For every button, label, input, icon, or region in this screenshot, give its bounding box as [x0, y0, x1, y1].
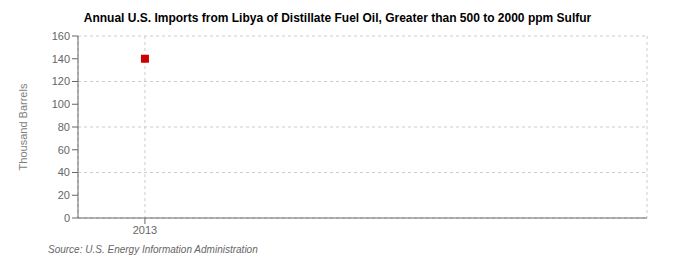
svg-text:0: 0	[64, 212, 70, 224]
svg-text:100: 100	[52, 98, 70, 110]
html-text:Annual U.S. Imports from Libya: Annual U.S. Imports from Libya of Distil…	[83, 11, 592, 25]
svg-text:Thousand Barrels: Thousand Barrels	[17, 83, 29, 170]
svg-text:20: 20	[58, 189, 70, 201]
svg-text:60: 60	[58, 144, 70, 156]
html-text:Source: U.S. Energy Informatio: Source: U.S. Energy Information Administ…	[48, 244, 258, 255]
svg-text:140: 140	[52, 53, 70, 65]
svg-text:120: 120	[52, 75, 70, 87]
svg-text:160: 160	[52, 30, 70, 42]
svg-text:80: 80	[58, 121, 70, 133]
svg-text:40: 40	[58, 166, 70, 178]
svg-text:2013: 2013	[133, 224, 157, 236]
